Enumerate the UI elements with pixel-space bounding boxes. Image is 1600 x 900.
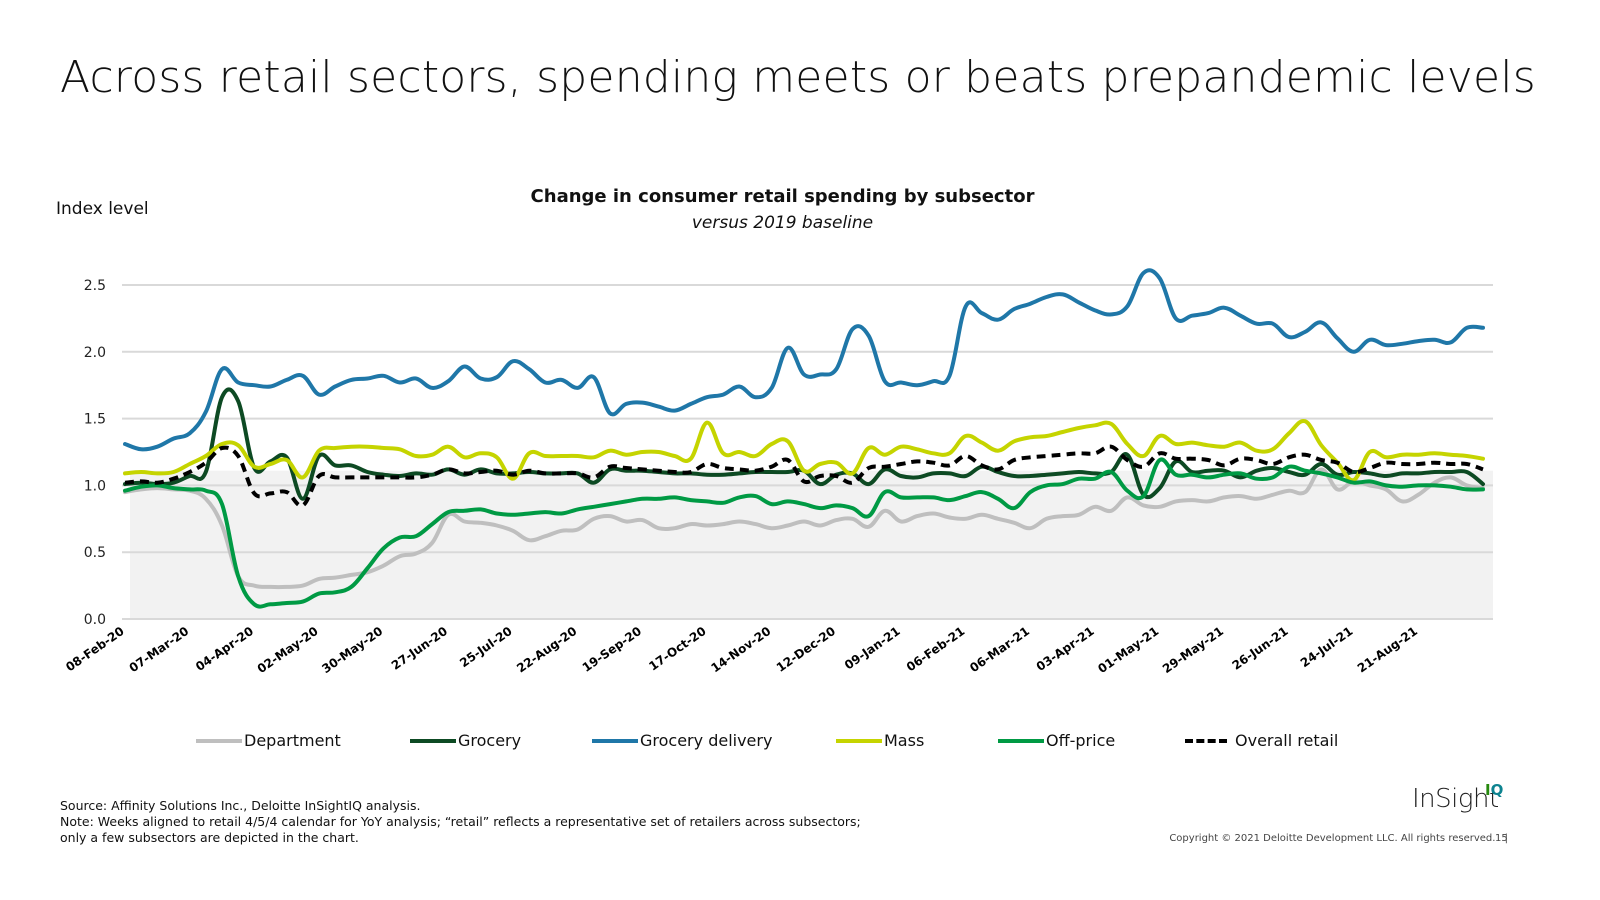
legend-label-mass: Mass xyxy=(884,731,925,750)
y-axis-label: Index level xyxy=(56,199,149,219)
x-tick-label: 08-Feb-20 xyxy=(63,624,127,674)
legend-label-grocery: Grocery xyxy=(458,731,522,750)
copyright: Copyright © 2021 Deloitte Development LL… xyxy=(1169,833,1496,844)
logo-iq-mark: IQ xyxy=(1485,781,1503,799)
x-tick-label: 09-Jan-21 xyxy=(842,624,903,672)
x-tick-label: 03-Apr-21 xyxy=(1034,624,1097,674)
x-tick-label: 27-Jun-20 xyxy=(389,624,450,673)
series-line-department xyxy=(123,467,1485,590)
page-number: 15 xyxy=(1495,833,1508,844)
y-tick-label: 2.5 xyxy=(84,278,106,294)
legend-label-overall-retail: Overall retail xyxy=(1235,731,1339,750)
copyright-text: Copyright © 2021 Deloitte Development LL… xyxy=(1169,833,1508,844)
footnote-source: Source: Affinity Solutions Inc., Deloitt… xyxy=(60,798,421,813)
chart-subtitle: versus 2019 baseline xyxy=(691,213,874,233)
x-tick-label: 06-Feb-21 xyxy=(904,624,968,674)
separator: | xyxy=(1504,833,1508,844)
line-chart: 0.0 0.5 1.0 1.5 2.0 2.5 08-Feb-20 07-Mar-20 04-… xyxy=(63,268,1493,676)
x-tick-label: 06-Mar-21 xyxy=(967,624,1032,675)
footnote: Source: Affinity Solutions Inc., Deloitt… xyxy=(60,798,861,846)
series-line-overall-retail xyxy=(124,444,1484,508)
legend-swatch-grocery-delivery xyxy=(592,738,638,743)
x-tick-label: 02-May-20 xyxy=(255,624,321,676)
legend-swatch-off-price xyxy=(998,738,1044,743)
x-tick-label: 22-Aug-20 xyxy=(514,624,579,675)
x-tick-label: 19-Sep-20 xyxy=(580,624,644,675)
y-tick-label: 0.0 xyxy=(84,612,106,628)
x-tick-label: 26-Jun-21 xyxy=(1230,624,1291,673)
y-tick-label: 1.5 xyxy=(84,412,106,428)
x-tick-label: 29-May-21 xyxy=(1160,624,1226,676)
footnote-note-line-2: only a few subsectors are depicted in th… xyxy=(60,830,359,845)
legend-label-department: Department xyxy=(244,731,341,750)
chart-title: Change in consumer retail spending by su… xyxy=(530,186,1035,207)
legend-swatch-department xyxy=(196,738,242,743)
baseline-shaded-band xyxy=(130,470,1493,619)
legend-swatch-grocery xyxy=(410,738,456,743)
x-tick-label: 30-May-20 xyxy=(319,624,385,676)
x-tick-label: 17-Oct-20 xyxy=(646,624,708,674)
footnote-note-line-1: Note: Weeks aligned to retail 4/5/4 cale… xyxy=(60,814,861,829)
series-line-grocery-delivery xyxy=(123,268,1485,452)
y-tick-label: 0.5 xyxy=(84,545,106,561)
legend-item-grocery-delivery: Grocery delivery xyxy=(592,731,772,750)
legend-label-off-price: Off-price xyxy=(1046,731,1116,750)
y-tick-label: 2.0 xyxy=(84,345,106,361)
logo-q-glyph: Q xyxy=(1490,781,1504,799)
x-tick-label: 25-Jul-20 xyxy=(457,624,515,670)
insightiq-logo: InSight xyxy=(1412,784,1499,814)
legend-label-grocery-delivery: Grocery delivery xyxy=(640,731,773,750)
x-tick-label: 12-Dec-20 xyxy=(774,624,838,675)
x-tick-label: 24-Jul-21 xyxy=(1298,624,1356,670)
y-tick-label: 1.0 xyxy=(84,478,106,494)
logo-text: InSight xyxy=(1412,784,1499,814)
x-tick-label: 04-Apr-20 xyxy=(193,624,256,674)
x-tick-label: 14-Nov-20 xyxy=(708,624,773,675)
legend-item-mass: Mass xyxy=(836,731,924,750)
x-tick-label: 07-Mar-20 xyxy=(127,624,192,675)
legend-item-off-price: Off-price xyxy=(998,731,1115,750)
legend: Department Grocery Grocery delivery Mass… xyxy=(0,731,1600,755)
legend-item-department: Department xyxy=(196,731,341,750)
x-tick-label: 21-Aug-21 xyxy=(1355,624,1420,675)
series-line-off-price xyxy=(123,457,1485,609)
legend-swatch-overall-retail xyxy=(1185,738,1227,743)
legend-item-grocery: Grocery xyxy=(410,731,521,750)
legend-swatch-mass xyxy=(836,738,882,743)
x-tick-label: 01-May-21 xyxy=(1095,624,1161,676)
page-title: Across retail sectors, spending meets or… xyxy=(60,52,1536,103)
series-line-mass xyxy=(123,418,1485,483)
logo-i-glyph: I xyxy=(1485,781,1491,799)
legend-item-overall-retail: Overall retail xyxy=(1185,731,1338,750)
